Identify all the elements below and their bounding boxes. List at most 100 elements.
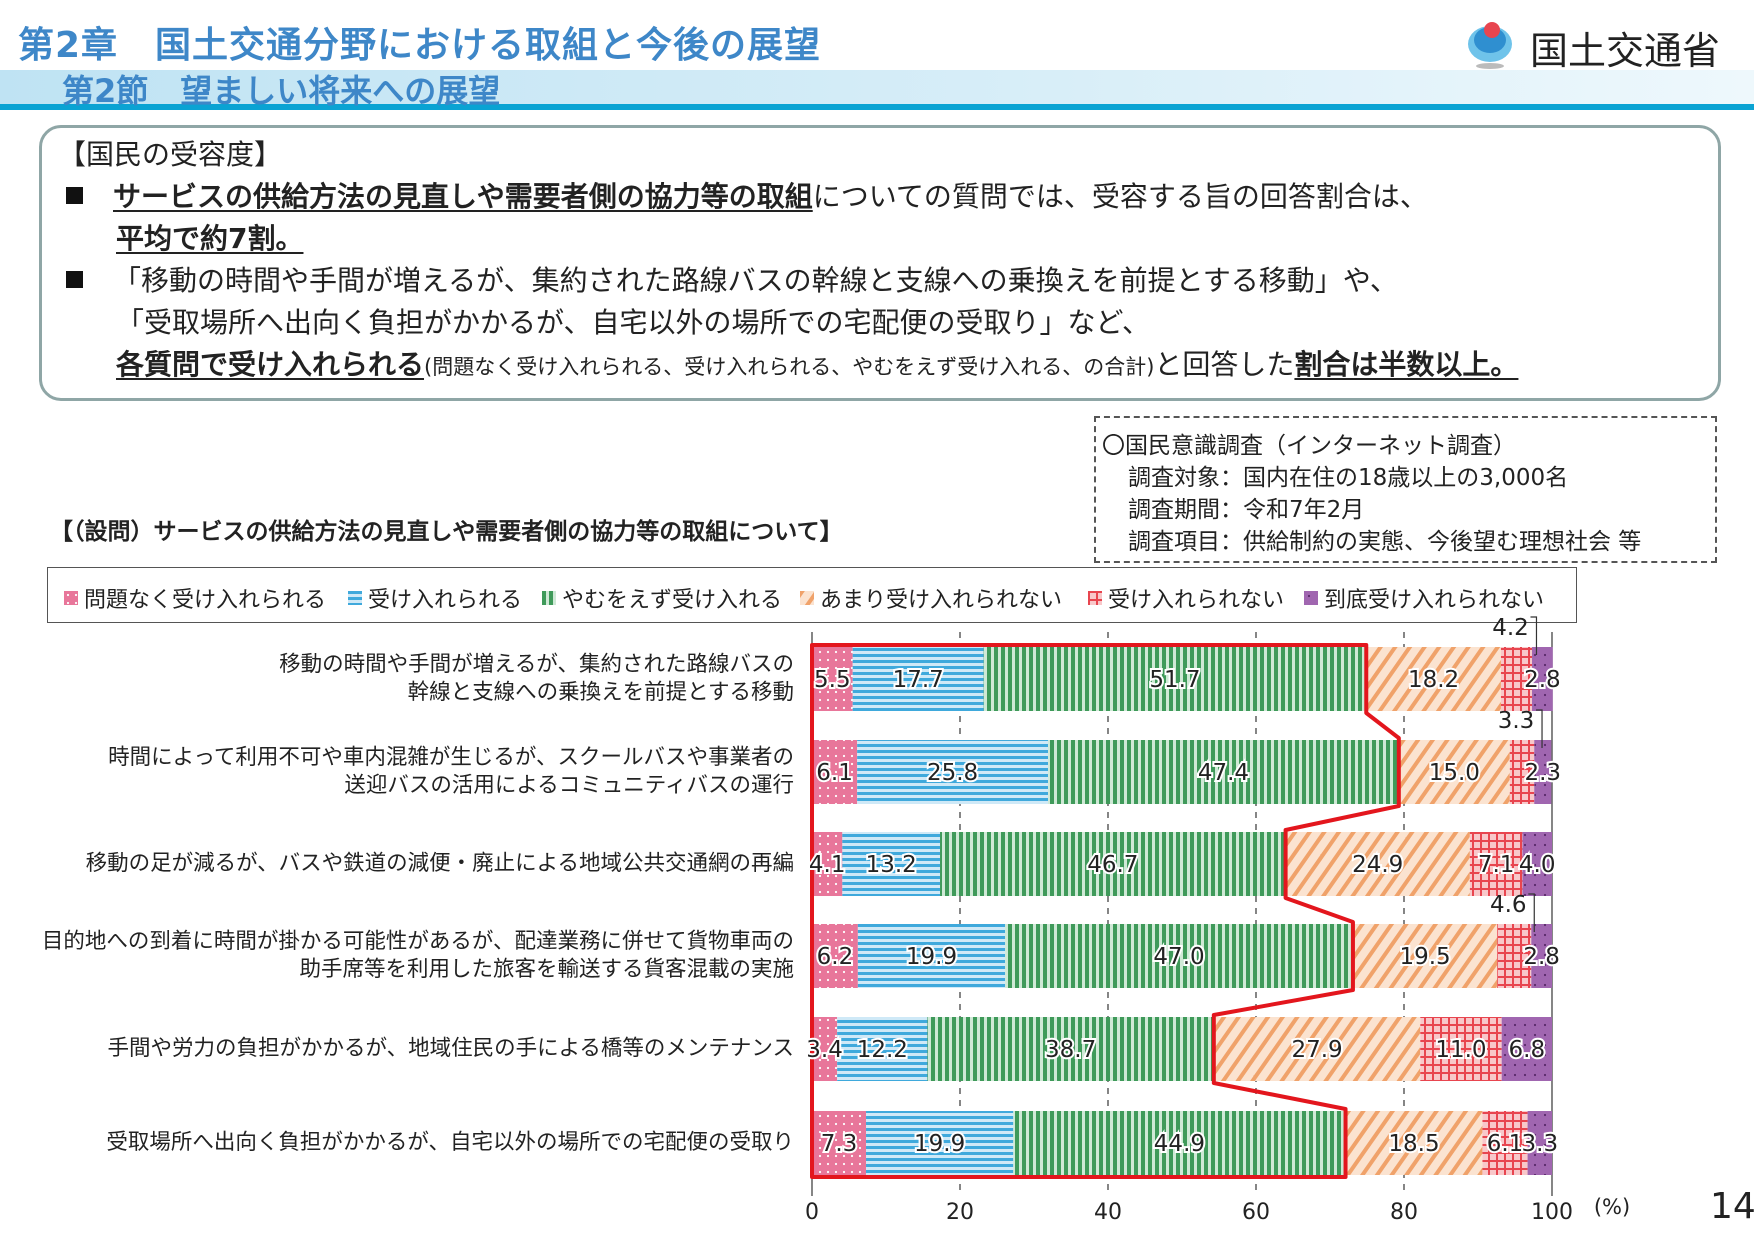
bar-segment xyxy=(1285,832,1470,896)
category-label: 手間や労力の負担がかかるが、地域住民の手による橋等のメンテナンス xyxy=(108,1035,795,1063)
bar-segment xyxy=(1213,1017,1421,1081)
data-label: 6.8 xyxy=(1509,1037,1546,1063)
data-label: 11.0 xyxy=(1435,1037,1486,1063)
summary-heading: 【国民の受容度】 xyxy=(58,138,283,171)
legend-swatch-icon xyxy=(542,591,556,605)
data-label: 12.2 xyxy=(857,1037,908,1063)
leader-line xyxy=(1536,709,1543,748)
legend-label: やむをえず受け入れる xyxy=(562,588,783,613)
survey-period: 調査期間：令和7年2月 xyxy=(1128,497,1365,523)
data-label: 19.9 xyxy=(914,1131,965,1157)
data-label: 47.0 xyxy=(1153,944,1204,970)
bar-segment xyxy=(1352,924,1498,988)
data-label: 4.1 xyxy=(809,852,846,878)
data-label: 4.2 xyxy=(1492,615,1529,641)
data-label: 24.9 xyxy=(1352,852,1403,878)
legend-item: やむをえず受け入れる xyxy=(542,582,782,614)
data-label: 38.7 xyxy=(1045,1037,1096,1063)
data-label: 7.1 xyxy=(1478,852,1515,878)
legend-label: 受け入れられない xyxy=(1108,588,1285,613)
summary-box: 【国民の受容度】 サービスの供給方法の見直しや需要者側の協力等の取組についての質… xyxy=(39,125,1721,401)
bar-segment xyxy=(812,924,858,988)
category-label-line: 目的地への到着に時間が掛かる可能性があるが、配達業務に併せて貨物車両の xyxy=(41,929,794,954)
bar-segment xyxy=(842,832,941,896)
bar-segment xyxy=(1522,832,1552,896)
data-label: 3.3 xyxy=(1522,1131,1559,1157)
bullet2-line3: 各質問で受け入れられる(問題なく受け入れられる、受け入れられる、やむをえず受け入… xyxy=(116,348,1518,384)
bullet1-emphasis-2: 平均で約7割。 xyxy=(116,222,304,255)
legend-swatch-icon xyxy=(1304,591,1318,605)
data-label: 5.5 xyxy=(814,667,851,693)
bar-segment xyxy=(812,832,843,896)
x-tick-label: 0 xyxy=(805,1200,819,1225)
bar-segment xyxy=(1527,1111,1552,1175)
legend-label: 受け入れられる xyxy=(368,588,523,613)
data-label: 2.8 xyxy=(1523,944,1560,970)
bullet2-emphasis-2: 割合は半数以上。 xyxy=(1294,348,1519,381)
leader-line xyxy=(1530,616,1538,655)
bar-segment xyxy=(1345,1111,1483,1175)
data-label: 44.9 xyxy=(1154,1131,1205,1157)
bar-segment xyxy=(812,1111,867,1175)
section-title: 第2節 望ましい将来への展望 xyxy=(62,72,501,110)
legend-item: あまり受け入れられない xyxy=(800,582,1062,614)
bar-segment xyxy=(1366,647,1501,711)
category-label: 受取場所へ出向く負担がかかるが、自宅以外の場所での宅配便の受取り xyxy=(106,1129,794,1157)
x-tick-label: 80 xyxy=(1390,1200,1418,1225)
bar-segment xyxy=(812,740,858,804)
data-label: 6.2 xyxy=(817,944,854,970)
bar-segment xyxy=(1482,1111,1528,1175)
bullet-1: サービスの供給方法の見直しや需要者側の協力等の取組についての質問では、受容する旨… xyxy=(66,180,1428,214)
legend-swatch-icon xyxy=(1088,591,1102,605)
bar-segment xyxy=(866,1111,1014,1175)
legend-item: 問題なく受け入れられる xyxy=(64,582,326,614)
bullet1-text: についての質問では、受容する旨の回答割合は、 xyxy=(812,180,1428,213)
x-tick-label: 60 xyxy=(1242,1200,1270,1225)
bar-segment xyxy=(812,647,853,711)
category-label-line: 移動の時間や手間が増えるが、集約された路線バスの xyxy=(279,652,794,677)
data-label: 19.5 xyxy=(1399,944,1450,970)
bar-segment xyxy=(852,647,984,711)
x-tick-label: 100 xyxy=(1531,1200,1573,1225)
bar-segment xyxy=(1005,924,1353,988)
data-label: 25.8 xyxy=(927,760,978,786)
bar-segment xyxy=(1532,647,1553,711)
bar-segment xyxy=(857,740,1049,804)
data-label: 4.6 xyxy=(1490,892,1527,918)
data-label: 18.2 xyxy=(1408,667,1459,693)
bar-segment xyxy=(1500,647,1533,711)
data-label: 6.1 xyxy=(1487,1131,1524,1157)
data-label: 47.4 xyxy=(1198,760,1249,786)
data-label: 19.9 xyxy=(906,944,957,970)
bar-segment xyxy=(983,647,1367,711)
legend-label: 問題なく受け入れられる xyxy=(84,588,327,613)
header-rule xyxy=(0,104,1754,110)
legend-swatch-icon xyxy=(348,591,362,605)
category-label-line: 手間や労力の負担がかかるが、地域住民の手による橋等のメンテナンス xyxy=(107,1036,795,1061)
data-label: 27.9 xyxy=(1291,1037,1342,1063)
legend-label: 到底受け入れられない xyxy=(1324,588,1545,613)
x-tick-label: 20 xyxy=(946,1200,974,1225)
category-label-line: 送迎バスの活用によるコミュニティバスの運行 xyxy=(344,773,794,798)
legend-item: 受け入れられる xyxy=(348,582,522,614)
data-label: 4.0 xyxy=(1519,852,1556,878)
chapter-title: 第2章 国土交通分野における取組と今後の展望 xyxy=(18,25,822,66)
legend-item: 受け入れられない xyxy=(1088,582,1284,614)
category-label-line: 助手席等を利用した旅客を輸送する貨客混載の実施 xyxy=(299,957,794,982)
bar-segment xyxy=(1534,740,1552,804)
category-label: 移動の足が減るが、バスや鉄道の減便・廃止による地域公共交通網の再編 xyxy=(86,850,794,878)
bullet2-line2: 「受取場所へ出向く負担がかかるが、自宅以外の場所での宅配便の受取り」など、 xyxy=(116,306,1151,339)
category-label: 移動の時間や手間が増えるが、集約された路線バスの 幹線と支線への乗換えを前提とする… xyxy=(279,651,794,707)
legend-item: 到底受け入れられない xyxy=(1304,582,1544,614)
data-label: 15.0 xyxy=(1429,760,1480,786)
data-label: 13.2 xyxy=(866,852,917,878)
bar-segment xyxy=(927,1017,1214,1081)
data-label: 17.7 xyxy=(893,667,944,693)
bullet2-emphasis: 各質問で受け入れられる xyxy=(116,348,425,381)
bullet-square-icon xyxy=(66,187,83,204)
category-label-line: 受取場所へ出向く負担がかかるが、自宅以外の場所での宅配便の受取り xyxy=(106,1130,794,1155)
header-band xyxy=(0,70,1754,106)
legend-swatch-icon xyxy=(64,591,78,605)
category-label: 目的地への到着に時間が掛かる可能性があるが、配達業務に併せて貨物車両の助手席等を… xyxy=(42,928,794,984)
bullet2-text: 「移動の時間や手間が増えるが、集約された路線バスの幹線と支線への乗換えを前提とす… xyxy=(113,264,1398,297)
